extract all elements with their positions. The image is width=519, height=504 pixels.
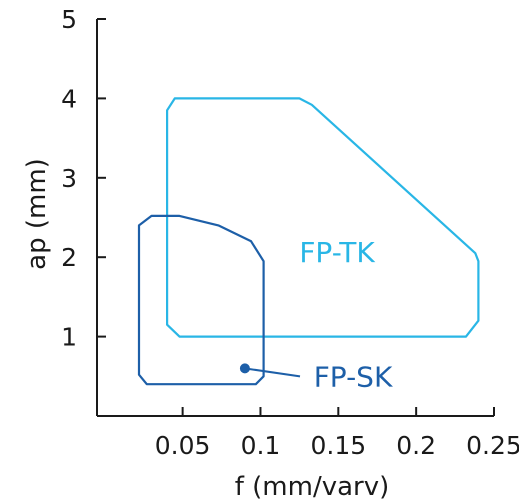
x-tick-label: 0.05 <box>155 431 211 460</box>
x-tick-label: 0.1 <box>241 431 281 460</box>
region-outline-fp-sk <box>137 214 265 386</box>
y-tick-label: 5 <box>61 5 77 34</box>
fp-sk-leader-line <box>244 367 301 378</box>
x-tick-label: 0.15 <box>310 431 366 460</box>
y-axis-label: ap (mm) <box>22 158 52 270</box>
x-tick-label: 0.2 <box>396 431 436 460</box>
y-tick-label: 2 <box>61 243 77 272</box>
y-tick-label: 1 <box>61 323 77 352</box>
plot-area: 0.05 0.1 0.15 0.2 0.25 1 2 3 4 5 f (mm/varv) ap (mm… <box>22 5 519 502</box>
region-outline-fp-tk <box>166 97 480 338</box>
region-label-fp-sk: FP-SK <box>314 360 393 393</box>
y-tick-label: 3 <box>61 164 77 193</box>
region-label-fp-tk: FP-TK <box>299 236 375 269</box>
y-tick-label: 4 <box>61 84 77 113</box>
x-tick-label: 0.25 <box>466 431 519 460</box>
x-axis-label: f (mm/varv) <box>235 472 390 502</box>
